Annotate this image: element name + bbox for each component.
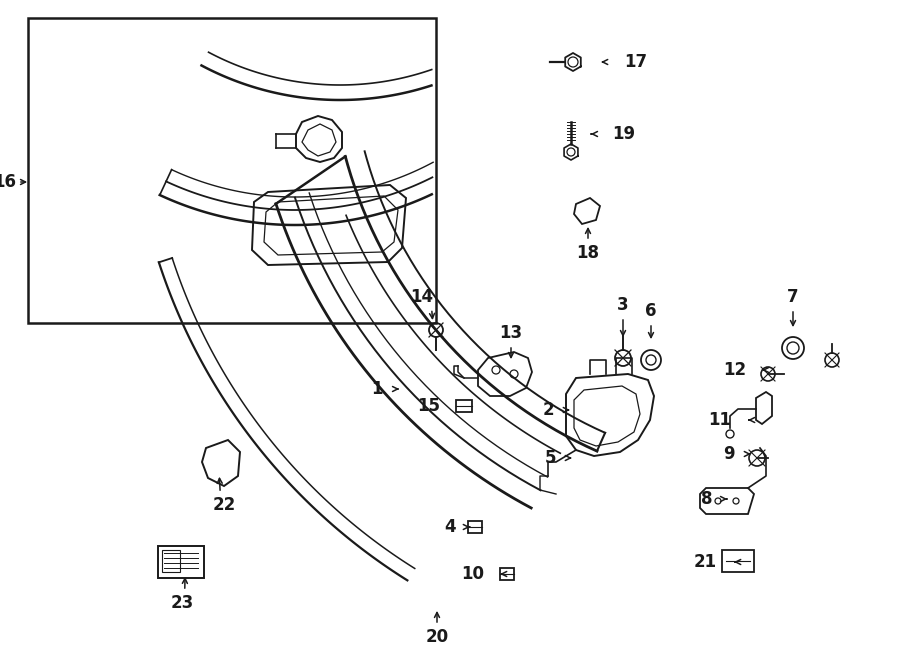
Bar — [158, 546, 204, 578]
Bar — [28, 18, 436, 323]
Text: 5: 5 — [544, 449, 556, 467]
Text: 23: 23 — [170, 594, 194, 612]
Text: 7: 7 — [788, 288, 799, 306]
Bar — [456, 400, 472, 412]
Text: 6: 6 — [645, 302, 657, 320]
Text: 1: 1 — [372, 380, 383, 398]
Text: 8: 8 — [701, 490, 713, 508]
Text: 21: 21 — [694, 553, 717, 571]
Text: 14: 14 — [410, 288, 434, 306]
Text: 10: 10 — [461, 565, 484, 583]
Bar — [722, 550, 754, 572]
Text: 18: 18 — [577, 244, 599, 262]
Text: 16: 16 — [0, 173, 16, 191]
Text: 9: 9 — [724, 445, 735, 463]
Text: 20: 20 — [426, 628, 448, 646]
Text: 13: 13 — [500, 324, 523, 342]
Bar — [162, 550, 180, 572]
Text: 19: 19 — [612, 125, 635, 143]
Text: 2: 2 — [543, 401, 554, 419]
Text: 11: 11 — [708, 411, 731, 429]
Text: 15: 15 — [417, 397, 440, 415]
Bar — [468, 521, 482, 533]
Bar — [500, 568, 514, 580]
Text: 4: 4 — [445, 518, 456, 536]
Text: 12: 12 — [723, 361, 746, 379]
Text: 17: 17 — [624, 53, 647, 71]
Text: 22: 22 — [212, 496, 236, 514]
Text: 3: 3 — [617, 296, 629, 314]
